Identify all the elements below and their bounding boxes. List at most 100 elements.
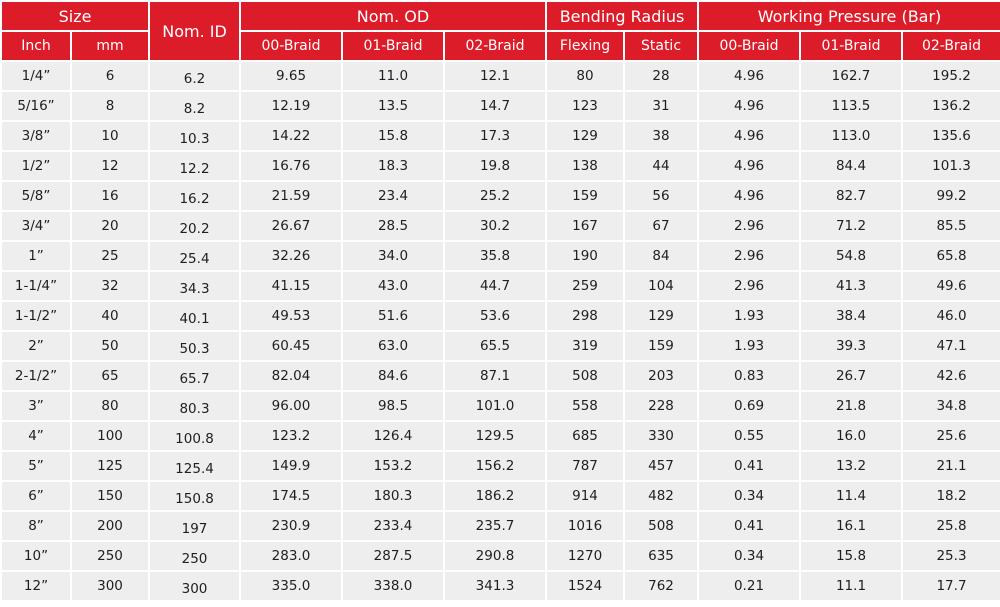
cell-od-02-braid: 19.8 [445, 152, 545, 180]
cell-od-02-braid: 25.2 [445, 182, 545, 210]
cell-mm: 100 [72, 422, 148, 450]
cell-od-01-braid: 43.0 [343, 272, 443, 300]
cell-nom-id: 6.2 [150, 62, 239, 90]
cell-mm: 8 [72, 92, 148, 120]
subheader-mm: mm [72, 32, 148, 60]
subheader-static: Static [625, 32, 697, 60]
cell-inch: 1-1/4” [2, 272, 70, 300]
cell-od-00-braid: 123.2 [241, 422, 341, 450]
cell-flexing: 190 [547, 242, 623, 270]
cell-od-02-braid: 87.1 [445, 362, 545, 390]
subheader-wp-01-braid: 01-Braid [801, 32, 901, 60]
cell-nom-id: 10.3 [150, 122, 239, 150]
cell-wp-01-braid: 41.3 [801, 272, 901, 300]
cell-wp-01-braid: 16.0 [801, 422, 901, 450]
cell-wp-01-braid: 39.3 [801, 332, 901, 360]
cell-od-01-braid: 233.4 [343, 512, 443, 540]
cell-od-00-braid: 335.0 [241, 572, 341, 600]
cell-inch: 1-1/2” [2, 302, 70, 330]
cell-mm: 250 [72, 542, 148, 570]
table-row: 3/4” 20 20.2 26.67 28.5 30.2 167 67 2.96 71.2 85.5 [2, 212, 1000, 240]
cell-wp-00-braid: 0.69 [699, 392, 799, 420]
cell-od-01-braid: 23.4 [343, 182, 443, 210]
cell-static: 67 [625, 212, 697, 240]
table-row: 8” 200 197 230.9 233.4 235.7 1016 508 0.41 16.1 25… [2, 512, 1000, 540]
cell-wp-02-braid: 18.2 [903, 482, 1000, 510]
cell-od-01-braid: 287.5 [343, 542, 443, 570]
cell-flexing: 914 [547, 482, 623, 510]
cell-wp-00-braid: 4.96 [699, 152, 799, 180]
cell-flexing: 685 [547, 422, 623, 450]
cell-flexing: 259 [547, 272, 623, 300]
cell-static: 508 [625, 512, 697, 540]
cell-static: 635 [625, 542, 697, 570]
cell-od-02-braid: 12.1 [445, 62, 545, 90]
cell-inch: 4” [2, 422, 70, 450]
header-nom-od: Nom. OD [241, 2, 545, 30]
table-row: 3” 80 80.3 96.00 98.5 101.0 558 228 0.69 21.8 34.8 [2, 392, 1000, 420]
cell-wp-02-braid: 34.8 [903, 392, 1000, 420]
cell-od-02-braid: 101.0 [445, 392, 545, 420]
cell-od-01-braid: 13.5 [343, 92, 443, 120]
cell-od-00-braid: 32.26 [241, 242, 341, 270]
cell-static: 28 [625, 62, 697, 90]
cell-od-00-braid: 14.22 [241, 122, 341, 150]
table-row: 1/2” 12 12.2 16.76 18.3 19.8 138 44 4.96 84.4 101.… [2, 152, 1000, 180]
subheader-od-00-braid: 00-Braid [241, 32, 341, 60]
cell-wp-02-braid: 25.3 [903, 542, 1000, 570]
cell-od-02-braid: 44.7 [445, 272, 545, 300]
cell-nom-id: 65.7 [150, 362, 239, 390]
table-row: 3/8” 10 10.3 14.22 15.8 17.3 129 38 4.96 113.0 135… [2, 122, 1000, 150]
cell-od-00-braid: 26.67 [241, 212, 341, 240]
cell-nom-id: 12.2 [150, 152, 239, 180]
cell-od-00-braid: 230.9 [241, 512, 341, 540]
cell-wp-00-braid: 4.96 [699, 182, 799, 210]
cell-od-02-braid: 186.2 [445, 482, 545, 510]
cell-nom-id: 125.4 [150, 452, 239, 480]
table-row: 1-1/2” 40 40.1 49.53 51.6 53.6 298 129 1.93 38.4 4… [2, 302, 1000, 330]
cell-flexing: 508 [547, 362, 623, 390]
cell-mm: 10 [72, 122, 148, 150]
cell-od-00-braid: 149.9 [241, 452, 341, 480]
cell-wp-02-braid: 135.6 [903, 122, 1000, 150]
cell-inch: 6” [2, 482, 70, 510]
table-body: 1/4” 6 6.2 9.65 11.0 12.1 80 28 4.96 162.7 195.2 5/… [2, 62, 1000, 600]
cell-inch: 1/2” [2, 152, 70, 180]
subheader-od-02-braid: 02-Braid [445, 32, 545, 60]
cell-static: 104 [625, 272, 697, 300]
cell-mm: 300 [72, 572, 148, 600]
cell-flexing: 1524 [547, 572, 623, 600]
cell-inch: 5/16” [2, 92, 70, 120]
cell-nom-id: 34.3 [150, 272, 239, 300]
cell-od-01-braid: 51.6 [343, 302, 443, 330]
cell-od-01-braid: 98.5 [343, 392, 443, 420]
cell-od-00-braid: 283.0 [241, 542, 341, 570]
cell-wp-01-braid: 38.4 [801, 302, 901, 330]
cell-wp-00-braid: 2.96 [699, 242, 799, 270]
cell-nom-id: 20.2 [150, 212, 239, 240]
cell-od-00-braid: 49.53 [241, 302, 341, 330]
cell-nom-id: 50.3 [150, 332, 239, 360]
cell-wp-00-braid: 4.96 [699, 62, 799, 90]
table-row: 2-1/2” 65 65.7 82.04 84.6 87.1 508 203 0.83 26.7 4… [2, 362, 1000, 390]
cell-mm: 65 [72, 362, 148, 390]
cell-od-01-braid: 84.6 [343, 362, 443, 390]
cell-mm: 25 [72, 242, 148, 270]
cell-wp-01-braid: 21.8 [801, 392, 901, 420]
cell-wp-00-braid: 1.93 [699, 302, 799, 330]
cell-wp-02-braid: 17.7 [903, 572, 1000, 600]
cell-od-01-braid: 18.3 [343, 152, 443, 180]
header-bending-radius: Bending Radius [547, 2, 697, 30]
cell-od-02-braid: 341.3 [445, 572, 545, 600]
cell-wp-00-braid: 0.41 [699, 512, 799, 540]
cell-static: 228 [625, 392, 697, 420]
cell-wp-02-braid: 85.5 [903, 212, 1000, 240]
cell-od-01-braid: 338.0 [343, 572, 443, 600]
cell-inch: 3/4” [2, 212, 70, 240]
cell-inch: 1/4” [2, 62, 70, 90]
cell-od-02-braid: 129.5 [445, 422, 545, 450]
cell-wp-01-braid: 54.8 [801, 242, 901, 270]
cell-wp-01-braid: 82.7 [801, 182, 901, 210]
cell-od-00-braid: 21.59 [241, 182, 341, 210]
cell-od-01-braid: 15.8 [343, 122, 443, 150]
